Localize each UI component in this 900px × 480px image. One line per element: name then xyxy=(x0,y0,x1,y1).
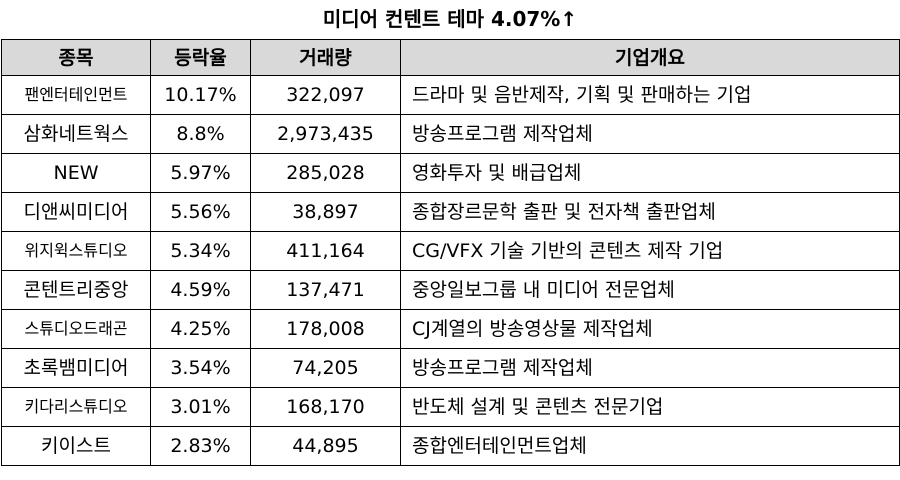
header-stock-name: 종목 xyxy=(1,39,151,76)
table-row: 콘텐트리중앙 4.59% 137,471 중앙일보그룹 내 미디어 전문업체 xyxy=(1,270,900,310)
cell-company-summary: 드라마 및 음반제작, 기획 및 판매하는 기업 xyxy=(400,75,900,115)
cell-volume: 322,097 xyxy=(250,75,401,115)
table-row: 디앤씨미디어 5.56% 38,897 종합장르문학 출판 및 전자책 출판업체 xyxy=(1,192,900,232)
cell-change-rate: 3.01% xyxy=(150,387,251,427)
cell-stock-name: 키다리스튜디오 xyxy=(1,387,151,427)
cell-stock-name: 디앤씨미디어 xyxy=(1,192,151,232)
cell-volume: 44,895 xyxy=(250,426,401,466)
table-row: 위지윅스튜디오 5.34% 411,164 CG/VFX 기술 기반의 콘텐츠 제작 … xyxy=(1,231,900,271)
cell-company-summary: 중앙일보그룹 내 미디어 전문업체 xyxy=(400,270,900,310)
table-row: 삼화네트웍스 8.8% 2,973,435 방송프로그램 제작업체 xyxy=(1,114,900,154)
cell-stock-name: 삼화네트웍스 xyxy=(1,114,151,154)
cell-company-summary: 종합장르문학 출판 및 전자책 출판업체 xyxy=(400,192,900,232)
cell-stock-name: 키이스트 xyxy=(1,426,151,466)
cell-volume: 285,028 xyxy=(250,153,401,193)
cell-change-rate: 4.59% xyxy=(150,270,251,310)
cell-change-rate: 4.25% xyxy=(150,309,251,349)
cell-change-rate: 2.83% xyxy=(150,426,251,466)
cell-change-rate: 5.56% xyxy=(150,192,251,232)
table-header-row: 종목 등락율 거래량 기업개요 xyxy=(1,39,900,76)
cell-volume: 411,164 xyxy=(250,231,401,271)
cell-change-rate: 8.8% xyxy=(150,114,251,154)
cell-volume: 2,973,435 xyxy=(250,114,401,154)
table-row: 키이스트 2.83% 44,895 종합엔터테인먼트업체 xyxy=(1,426,900,466)
table-row: 스튜디오드래곤 4.25% 178,008 CJ계열의 방송영상물 제작업체 xyxy=(1,309,900,349)
cell-stock-name: 초록뱀미디어 xyxy=(1,348,151,388)
table-row: 키다리스튜디오 3.01% 168,170 반도체 설계 및 콘텐츠 전문기업 xyxy=(1,387,900,427)
header-change-rate: 등락율 xyxy=(150,39,251,76)
cell-company-summary: 종합엔터테인먼트업체 xyxy=(400,426,900,466)
header-company-summary: 기업개요 xyxy=(400,39,900,76)
theme-stock-table: 종목 등락율 거래량 기업개요 팬엔터테인먼트 10.17% 322,097 드라마 … xyxy=(1,39,900,466)
cell-stock-name: 스튜디오드래곤 xyxy=(1,309,151,349)
cell-company-summary: CJ계열의 방송영상물 제작업체 xyxy=(400,309,900,349)
cell-volume: 38,897 xyxy=(250,192,401,232)
cell-change-rate: 5.34% xyxy=(150,231,251,271)
cell-change-rate: 10.17% xyxy=(150,75,251,115)
table-body: 팬엔터테인먼트 10.17% 322,097 드라마 및 음반제작, 기획 및 판매하… xyxy=(1,75,900,466)
table-row: 초록뱀미디어 3.54% 74,205 방송프로그램 제작업체 xyxy=(1,348,900,388)
table-row: NEW 5.97% 285,028 영화투자 및 배급업체 xyxy=(1,153,900,193)
cell-stock-name: NEW xyxy=(1,153,151,193)
cell-volume: 74,205 xyxy=(250,348,401,388)
cell-company-summary: 반도체 설계 및 콘텐츠 전문기업 xyxy=(400,387,900,427)
cell-stock-name: 위지윅스튜디오 xyxy=(1,231,151,271)
cell-company-summary: 영화투자 및 배급업체 xyxy=(400,153,900,193)
cell-stock-name: 콘텐트리중앙 xyxy=(1,270,151,310)
cell-company-summary: 방송프로그램 제작업체 xyxy=(400,348,900,388)
cell-volume: 178,008 xyxy=(250,309,401,349)
table-row: 팬엔터테인먼트 10.17% 322,097 드라마 및 음반제작, 기획 및 판매하… xyxy=(1,75,900,115)
cell-change-rate: 5.97% xyxy=(150,153,251,193)
header-volume: 거래량 xyxy=(250,39,401,76)
cell-company-summary: 방송프로그램 제작업체 xyxy=(400,114,900,154)
cell-volume: 137,471 xyxy=(250,270,401,310)
cell-company-summary: CG/VFX 기술 기반의 콘텐츠 제작 기업 xyxy=(400,231,900,271)
cell-volume: 168,170 xyxy=(250,387,401,427)
page-title: 미디어 컨텐트 테마 4.07%↑ xyxy=(322,7,578,31)
cell-change-rate: 3.54% xyxy=(150,348,251,388)
cell-stock-name: 팬엔터테인먼트 xyxy=(1,75,151,115)
